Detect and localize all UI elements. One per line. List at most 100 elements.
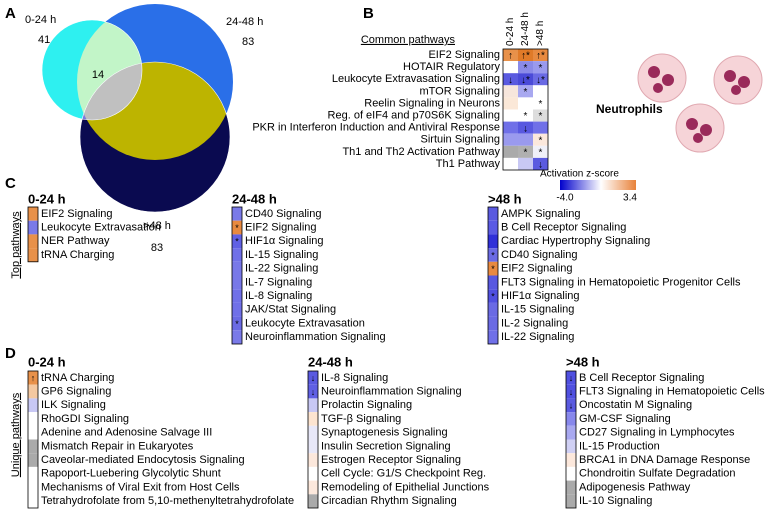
- heat-cell: [28, 248, 38, 262]
- column-header: 24-48 h: [520, 12, 531, 46]
- heat-cell: [566, 371, 576, 385]
- significance-mark: ↑: [508, 51, 513, 62]
- heat-cell: [488, 234, 498, 249]
- significance-mark: *: [491, 250, 495, 260]
- panel-label: C: [5, 175, 16, 192]
- group-title: >48 h: [488, 191, 522, 206]
- pathway-name: Neuroinflammation Signaling: [245, 331, 386, 343]
- pathway-name: NER Pathway: [41, 235, 110, 247]
- heat-cell: [232, 289, 242, 303]
- set-name: 0-24 h: [25, 14, 56, 26]
- set-name: >48 h: [143, 220, 171, 232]
- heat-cell: [566, 494, 576, 508]
- heatmap-border: [502, 48, 549, 171]
- heat-cell: [488, 289, 498, 303]
- group-title: 0-24 h: [28, 191, 66, 206]
- pathway-name: Neuroinflammation Signaling: [321, 385, 462, 397]
- pathway-name: Synaptogenesis Signaling: [321, 427, 448, 439]
- pathway-name: Insulin Secretion Signaling: [321, 440, 451, 452]
- heat-cell: [308, 466, 318, 481]
- heat-cell: [503, 85, 518, 98]
- heat-cell: [518, 97, 533, 110]
- heat-cell: [518, 61, 533, 74]
- heat-cell: [232, 330, 242, 344]
- list-border: [231, 206, 243, 345]
- heat-cell: [533, 157, 548, 170]
- heat-cell: [566, 425, 576, 440]
- heat-cell: [488, 316, 498, 331]
- heat-cell: [488, 207, 498, 221]
- heat-cell: [503, 145, 518, 158]
- column-header: 0-24 h: [505, 18, 516, 46]
- pathway-name: Reelin Signaling in Neurons: [364, 97, 500, 109]
- heat-cell: [503, 157, 518, 170]
- significance-mark: ↓: [569, 401, 574, 411]
- pathway-name: Leukocyte Extravasation: [245, 317, 365, 329]
- pathway-name: Rapoport-Luebering Glycolytic Shunt: [41, 468, 221, 480]
- heat-cell: [533, 109, 548, 122]
- significance-mark: ↓: [508, 75, 513, 86]
- pathway-name: HIF1α Signaling: [501, 290, 580, 302]
- list-border: [487, 206, 499, 345]
- pathway-name: B Cell Receptor Signaling: [501, 221, 626, 233]
- pathway-name: Th1 Pathway: [436, 158, 501, 170]
- significance-mark: ↓: [311, 373, 316, 383]
- heat-cell: [488, 248, 498, 262]
- significance-mark: *: [235, 237, 239, 247]
- pathway-name: IL-22 Signaling: [245, 263, 318, 275]
- pathway-name: FLT3 Signaling in Hematopoietic Cells: [579, 385, 765, 397]
- colorbar: [560, 180, 636, 190]
- heat-cell: [566, 398, 576, 413]
- heat-cell: [533, 97, 548, 110]
- panel-label: D: [5, 345, 16, 362]
- group-title: 0-24 h: [28, 354, 66, 369]
- heat-cell: [28, 234, 38, 249]
- pathway-name: PKR in Interferon Induction and Antivira…: [252, 122, 500, 134]
- significance-mark: *: [539, 99, 543, 110]
- section-heading: Common pathways: [361, 34, 456, 46]
- legend-max: 3.4: [623, 193, 637, 204]
- pathway-name: IL-10 Signaling: [579, 495, 652, 507]
- significance-mark: ↑*: [536, 51, 545, 62]
- pathway-name: IL-8 Signaling: [245, 290, 312, 302]
- significance-mark: *: [539, 135, 543, 146]
- heat-cell: [28, 371, 38, 385]
- heat-cell: [308, 384, 318, 399]
- significance-mark: *: [235, 223, 239, 233]
- panel-label: A: [5, 5, 16, 22]
- heat-cell: [503, 121, 518, 134]
- heat-cell: [28, 466, 38, 481]
- side-label: Top pathways: [10, 211, 22, 279]
- significance-mark: *: [524, 63, 528, 74]
- heat-cell: [518, 133, 533, 146]
- significance-mark: ↓*: [521, 75, 530, 86]
- group-title: 24-48 h: [308, 354, 353, 369]
- pathway-name: CD40 Signaling: [501, 249, 577, 261]
- significance-mark: ↓*: [536, 75, 545, 86]
- heat-cell: [28, 398, 38, 413]
- heat-cell: [28, 207, 38, 221]
- heat-cell: [232, 302, 242, 317]
- heat-cell: [28, 384, 38, 399]
- heat-cell: [232, 220, 242, 235]
- heat-cell: [28, 480, 38, 495]
- heat-cell: [308, 425, 318, 440]
- pathway-name: BRCA1 in DNA Damage Response: [579, 454, 750, 466]
- significance-mark: *: [235, 319, 239, 329]
- pathway-name: Leukocyte Extravasation: [41, 221, 161, 233]
- heat-cell: [518, 49, 533, 62]
- pathway-name: Mechanisms of Viral Exit from Host Cells: [41, 481, 240, 493]
- pathway-name: Adenine and Adenosine Salvage III: [41, 427, 212, 439]
- set-count: 41: [38, 34, 50, 46]
- pathway-name: HIF1α Signaling: [245, 235, 324, 247]
- pathway-name: Oncostatin M Signaling: [579, 399, 692, 411]
- pathway-name: GM-CSF Signaling: [579, 413, 671, 425]
- intersection-count: 14: [92, 69, 104, 81]
- pathway-name: JAK/Stat Signaling: [245, 304, 336, 316]
- heat-cell: [566, 466, 576, 481]
- heat-cell: [308, 371, 318, 385]
- heat-cell: [308, 494, 318, 508]
- venn: [41, 4, 233, 213]
- significance-mark: ↓: [569, 387, 574, 397]
- heat-cell: [308, 480, 318, 495]
